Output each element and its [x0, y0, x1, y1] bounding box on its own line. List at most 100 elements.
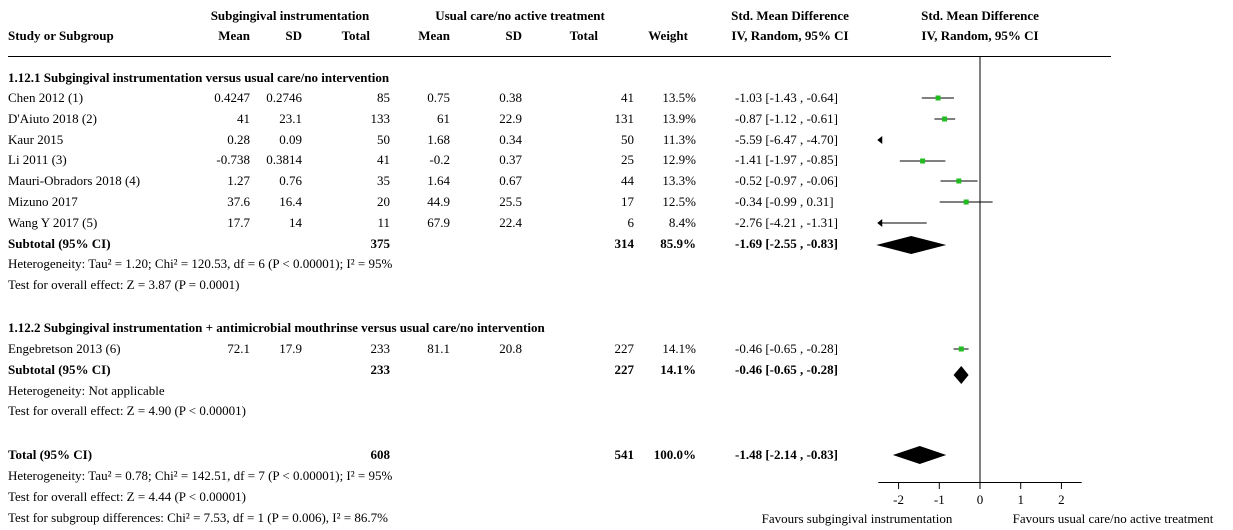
cell-total1: 233 [370, 341, 391, 356]
study-name: Engebretson 2013 (6) [8, 341, 121, 356]
summary-diamond [953, 366, 969, 384]
total-label: Total (95% CI) [8, 447, 93, 462]
cell-weight: 12.5% [662, 194, 696, 209]
cell-sd1: 0.3814 [266, 152, 302, 168]
subtotal-label: Subtotal (95% CI) [8, 235, 111, 251]
cell-mean2: 61 [437, 110, 450, 126]
cell-sd2: 0.38 [499, 90, 522, 105]
study-point [963, 199, 969, 205]
cell-sd1: 14 [289, 214, 302, 230]
cell-total1: 133 [370, 110, 391, 126]
subgroup-title: 1.12.2 Subgingival instrumentation + ant… [8, 320, 545, 335]
study-ci: -5.59 [-6.47 , -4.70] [735, 131, 838, 147]
cell-mean1: 0.28 [227, 131, 250, 147]
summary-diamond [876, 236, 947, 254]
study-name: Wang Y 2017 (5) [8, 214, 98, 230]
study-ci: -0.52 [-0.97 , -0.06] [735, 173, 838, 189]
cell-total2: 6 [627, 214, 635, 230]
subtotal-ci: -1.69 [-2.55 , -0.83] [735, 235, 838, 251]
cell-mean1: 17.7 [227, 214, 250, 230]
total2-header: Total [569, 28, 598, 43]
cell-total2: 41 [621, 90, 634, 105]
plot-header-top: Std. Mean Difference [921, 8, 1039, 23]
total-ci: -1.48 [-2.14 , -0.83] [735, 447, 838, 462]
study-ci: -0.46 [-0.65 , -0.28] [735, 341, 838, 356]
study-name: Mizuno 2017 [8, 194, 78, 209]
cell-sd2: 0.67 [499, 173, 522, 189]
study-header: Study or Subgroup [8, 28, 114, 43]
cell-total2: 50 [621, 131, 634, 147]
subgroup-title: 1.12.1 Subgingival instrumentation versu… [8, 70, 390, 85]
cell-mean2: 0.75 [427, 90, 450, 105]
smd-header-bottom: IV, Random, 95% CI [731, 28, 849, 43]
study-point [935, 95, 941, 101]
cell-total1: 85 [377, 90, 390, 105]
cell-total2: 227 [614, 341, 635, 356]
smd-header-top: Std. Mean Difference [731, 8, 849, 23]
weight-header: Weight [648, 28, 688, 43]
cell-mean2: 1.64 [427, 173, 450, 189]
cell-mean2: 67.9 [427, 214, 450, 230]
cell-sd1: 0.76 [279, 173, 302, 189]
cell-sd2: 22.4 [499, 214, 522, 230]
cell-total1: 50 [377, 131, 390, 147]
cell-mean1: 0.4247 [214, 90, 250, 105]
subtotal-ci: -0.46 [-0.65 , -0.28] [735, 361, 838, 377]
cell-mean1: 1.27 [227, 173, 250, 189]
x-tick-label: 2 [1058, 492, 1065, 507]
ci-arrow [877, 219, 883, 227]
total-heterogeneity: Heterogeneity: Tau² = 0.78; Chi² = 142.5… [8, 468, 393, 483]
cell-mean1: 37.6 [227, 194, 250, 209]
x-tick-label: -1 [934, 492, 945, 507]
cell-total2: 17 [621, 194, 634, 209]
cell-sd1: 16.4 [279, 194, 302, 209]
cell-sd2: 0.34 [499, 131, 522, 147]
total1-header: Total [341, 28, 370, 43]
cell-sd2: 22.9 [499, 110, 522, 126]
cell-mean2: 81.1 [427, 341, 450, 356]
x-tick-label: -2 [893, 492, 904, 507]
total-total1: 608 [370, 447, 391, 462]
cell-sd1: 17.9 [279, 341, 302, 356]
study-ci: -0.34 [-0.99 , 0.31] [735, 194, 834, 209]
cell-sd1: 0.2746 [266, 90, 302, 105]
cell-weight: 8.4% [668, 214, 696, 230]
subgroup-heterogeneity: Heterogeneity: Not applicable [8, 382, 165, 398]
subtotal-label: Subtotal (95% CI) [8, 361, 111, 377]
study-ci: -1.03 [-1.43 , -0.64] [735, 90, 838, 105]
cell-mean2: 1.68 [427, 131, 450, 147]
subtotal-weight: 85.9% [660, 235, 696, 251]
cell-weight: 13.3% [662, 173, 696, 189]
x-tick-label: 1 [1017, 492, 1024, 507]
cell-sd2: 25.5 [499, 194, 522, 209]
study-point [956, 178, 962, 184]
cell-weight: 11.3% [662, 131, 696, 147]
study-point [958, 346, 964, 352]
study-name: Li 2011 (3) [8, 152, 67, 168]
plot-header-bottom: IV, Random, 95% CI [921, 28, 1039, 43]
study-point [942, 116, 948, 122]
total-weight: 100.0% [653, 447, 696, 462]
group1-header: Subgingival instrumentation [210, 8, 370, 23]
cell-weight: 14.1% [662, 341, 696, 356]
subtotal-total1: 375 [370, 235, 391, 251]
cell-total1: 11 [377, 214, 390, 230]
study-ci: -0.87 [-1.12 , -0.61] [735, 110, 838, 126]
cell-sd1: 0.09 [279, 131, 302, 147]
subtotal-total2: 227 [614, 361, 635, 377]
total-overall-effect: Test for overall effect: Z = 4.44 (P < 0… [8, 489, 246, 504]
subtotal-weight: 14.1% [660, 361, 696, 377]
subtotal-total2: 314 [614, 235, 635, 251]
favours-right-label: Favours usual care/no active treatment [1013, 511, 1214, 526]
study-name: Mauri-Obradors 2018 (4) [8, 173, 141, 189]
cell-total2: 25 [621, 152, 634, 168]
cell-total1: 35 [377, 173, 390, 189]
subgroup-overall-effect: Test for overall effect: Z = 3.87 (P = 0… [8, 277, 240, 293]
subgroup-overall-effect: Test for overall effect: Z = 4.90 (P < 0… [8, 403, 246, 419]
cell-total1: 41 [377, 152, 390, 168]
group2-header: Usual care/no active treatment [435, 8, 605, 23]
x-tick-label: 0 [977, 492, 984, 507]
cell-mean1: -0.738 [216, 152, 250, 168]
subtotal-total1: 233 [370, 361, 391, 377]
